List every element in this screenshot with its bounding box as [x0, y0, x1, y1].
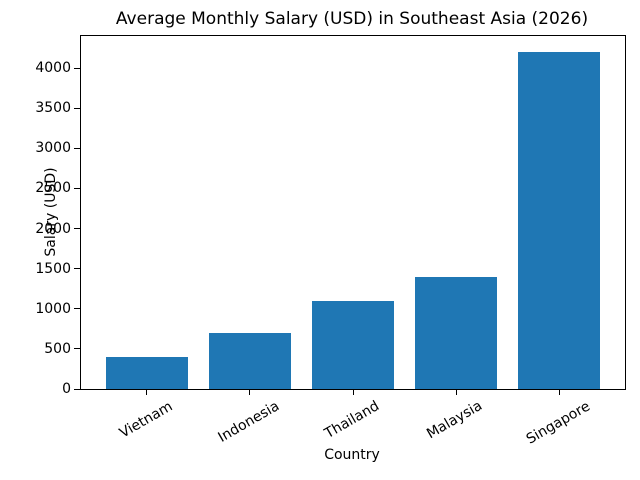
- y-tick-label-3500: 3500: [35, 100, 71, 117]
- y-tick-mark-3500: [74, 107, 80, 109]
- y-tick-label-1000: 1000: [35, 300, 71, 317]
- x-tick-mark-indonesia: [249, 389, 251, 395]
- y-tick-label-500: 500: [44, 340, 71, 357]
- chart-title: Average Monthly Salary (USD) in Southeas…: [115, 9, 589, 29]
- x-tick-mark-malaysia: [455, 389, 457, 395]
- y-tick-mark-4000: [74, 67, 80, 69]
- y-tick-label-2000: 2000: [35, 220, 71, 237]
- x-tick-label-singapore: Singapore: [523, 397, 593, 448]
- y-tick-mark-0: [74, 388, 80, 390]
- bar-vietnam: [105, 356, 189, 389]
- y-tick-label-2500: 2500: [35, 180, 71, 197]
- plot-area: 0 500 1000 1500 2000 2500 3000 3500 4000 Vietnam I…: [35, 35, 626, 447]
- x-tick-mark-vietnam: [146, 389, 148, 395]
- y-tick-label-1500: 1500: [35, 260, 71, 277]
- y-tick-label-4000: 4000: [35, 60, 71, 77]
- bar-thailand: [311, 300, 395, 389]
- y-tick-mark-1500: [74, 268, 80, 270]
- x-tick-label-thailand: Thailand: [321, 397, 383, 442]
- y-tick-label-3000: 3000: [35, 140, 71, 157]
- y-tick-mark-2000: [74, 228, 80, 230]
- bar-singapore: [517, 52, 601, 389]
- y-tick-label-0: 0: [62, 381, 71, 397]
- x-axis-label: Country: [324, 447, 380, 463]
- bar-indonesia: [208, 332, 292, 389]
- x-tick-label-indonesia: Indonesia: [215, 397, 283, 446]
- x-tick-mark-singapore: [558, 389, 560, 395]
- bar-malaysia: [414, 276, 498, 389]
- y-tick-mark-1000: [74, 308, 80, 310]
- x-tick-label-malaysia: Malaysia: [424, 397, 486, 443]
- y-tick-mark-500: [74, 348, 80, 350]
- y-tick-mark-3000: [74, 147, 80, 149]
- y-tick-mark-2500: [74, 187, 80, 189]
- x-tick-label-vietnam: Vietnam: [116, 397, 176, 442]
- x-tick-mark-thailand: [352, 389, 354, 395]
